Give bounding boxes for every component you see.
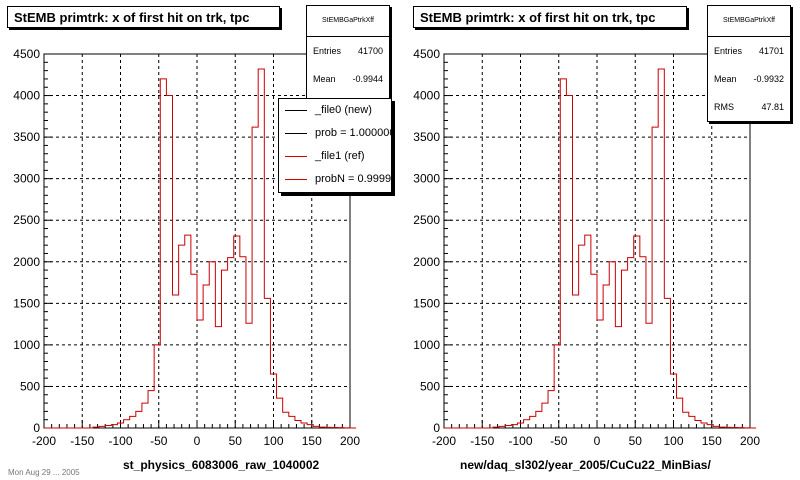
y-tick-label: 500 xyxy=(20,379,40,393)
right-stats-rms-value: 47.81 xyxy=(761,102,784,112)
legend-entry-probn: probN = 0.99999 xyxy=(279,168,391,191)
legend-label: _file0 (new) xyxy=(315,104,372,116)
x-tick-label: 150 xyxy=(702,434,722,448)
y-tick-label: 1500 xyxy=(413,296,440,310)
left-legend: _file0 (new) prob = 1.000000 _file1 (ref… xyxy=(278,98,392,193)
y-tick-label: 1500 xyxy=(13,296,40,310)
left-stats-entries-value: 41700 xyxy=(357,46,383,56)
left-stats-mean-value: -0.9944 xyxy=(352,74,383,84)
right-stats-box: StEMBGaPtrkXff Entries 41701 Mean -0.993… xyxy=(707,5,791,122)
left-stats-entries-label: Entries xyxy=(313,46,342,56)
left-x-axis-label: st_physics_6083006_raw_1040002 xyxy=(123,458,320,472)
left-chart-pane: -200 -150 -100 -50 0 50 100 150 200 0 500 1000 1500 2… xyxy=(7,5,392,472)
left-stats-entries-row: Entries 41700 xyxy=(307,37,389,65)
y-tick-label: 3000 xyxy=(413,172,440,186)
right-stats-entries-label: Entries xyxy=(714,46,743,56)
x-tick-label: -50 xyxy=(150,434,168,448)
y-tick-label: 0 xyxy=(433,421,440,435)
x-tick-label: 0 xyxy=(194,434,201,448)
y-tick-label: 500 xyxy=(420,379,440,393)
right-x-axis-label: new/daq_sl302/year_2005/CuCu22_MinBias/ xyxy=(460,458,711,472)
x-tick-label: -150 xyxy=(470,434,494,448)
x-tick-label: 50 xyxy=(229,434,243,448)
legend-entry-file1: _file1 (ref) xyxy=(279,145,391,168)
y-tick-label: 3000 xyxy=(13,172,40,186)
x-tick-label: -200 xyxy=(432,434,456,448)
y-tick-label: 1000 xyxy=(413,338,440,352)
legend-label: probN = 0.99999 xyxy=(315,173,392,185)
y-tick-label: 3500 xyxy=(13,130,40,144)
legend-line-icon xyxy=(285,156,307,157)
right-chart-title: StEMB primtrk: x of first hit on trk, tp… xyxy=(413,6,687,28)
y-tick-label: 1000 xyxy=(13,338,40,352)
legend-label: _file1 (ref) xyxy=(315,150,365,162)
left-stats-name: StEMBGaPtrkXff xyxy=(307,6,389,37)
legend-line-icon xyxy=(285,133,307,134)
right-histogram-plot: -200 -150 -100 -50 0 50 100 150 2000500100015002… xyxy=(413,47,760,448)
y-tick-label: 4000 xyxy=(413,89,440,103)
x-tick-label: 100 xyxy=(663,434,683,448)
x-tick-label: 0 xyxy=(594,434,601,448)
x-tick-label: 150 xyxy=(302,434,322,448)
x-tick-label: -100 xyxy=(108,434,132,448)
footer-timestamp: Mon Aug 29 ... 2005 xyxy=(8,468,80,477)
x-tick-label: 200 xyxy=(340,434,360,448)
legend-label: prob = 1.000000 xyxy=(315,127,392,139)
x-tick-label: -200 xyxy=(32,434,56,448)
histogram-series-ref xyxy=(444,68,757,429)
x-tick-label: 50 xyxy=(629,434,643,448)
x-tick-label: 100 xyxy=(263,434,283,448)
left-stats-mean-label: Mean xyxy=(313,74,336,84)
right-chart-pane: -200 -150 -100 -50 0 50 100 150 200 0 500 1000 1500 2… xyxy=(400,0,800,480)
legend-entry-file0: _file0 (new) xyxy=(279,99,391,122)
y-tick-label: 4500 xyxy=(413,47,440,61)
y-tick-label: 0 xyxy=(33,421,40,435)
right-stats-entries-value: 41701 xyxy=(758,46,784,56)
legend-line-icon xyxy=(285,110,307,111)
y-tick-label: 2000 xyxy=(413,255,440,269)
x-tick-label: 200 xyxy=(740,434,760,448)
right-stats-mean-value: -0.9932 xyxy=(753,74,784,84)
right-stats-mean-row: Mean -0.9932 xyxy=(708,65,790,93)
histogram-series-ref xyxy=(44,68,357,429)
legend-entry-prob: prob = 1.000000 xyxy=(279,122,391,145)
y-tick-label: 4500 xyxy=(13,47,40,61)
y-tick-label: 3500 xyxy=(413,130,440,144)
x-tick-label: -100 xyxy=(508,434,532,448)
left-stats-mean-row: Mean -0.9944 xyxy=(307,65,389,93)
y-tick-label: 4000 xyxy=(13,89,40,103)
left-chart-title: StEMB primtrk: x of first hit on trk, tp… xyxy=(7,6,280,28)
right-stats-name: StEMBGaPtrkXff xyxy=(708,6,790,37)
legend-line-icon xyxy=(285,179,307,180)
right-stats-mean-label: Mean xyxy=(714,74,737,84)
y-tick-label: 2500 xyxy=(13,213,40,227)
right-stats-entries-row: Entries 41701 xyxy=(708,37,790,65)
x-tick-label: -50 xyxy=(550,434,568,448)
y-tick-label: 2000 xyxy=(13,255,40,269)
right-stats-rms-label: RMS xyxy=(714,102,734,112)
right-stats-rms-row: RMS 47.81 xyxy=(708,93,790,121)
y-tick-label: 2500 xyxy=(413,213,440,227)
x-tick-label: -150 xyxy=(70,434,94,448)
